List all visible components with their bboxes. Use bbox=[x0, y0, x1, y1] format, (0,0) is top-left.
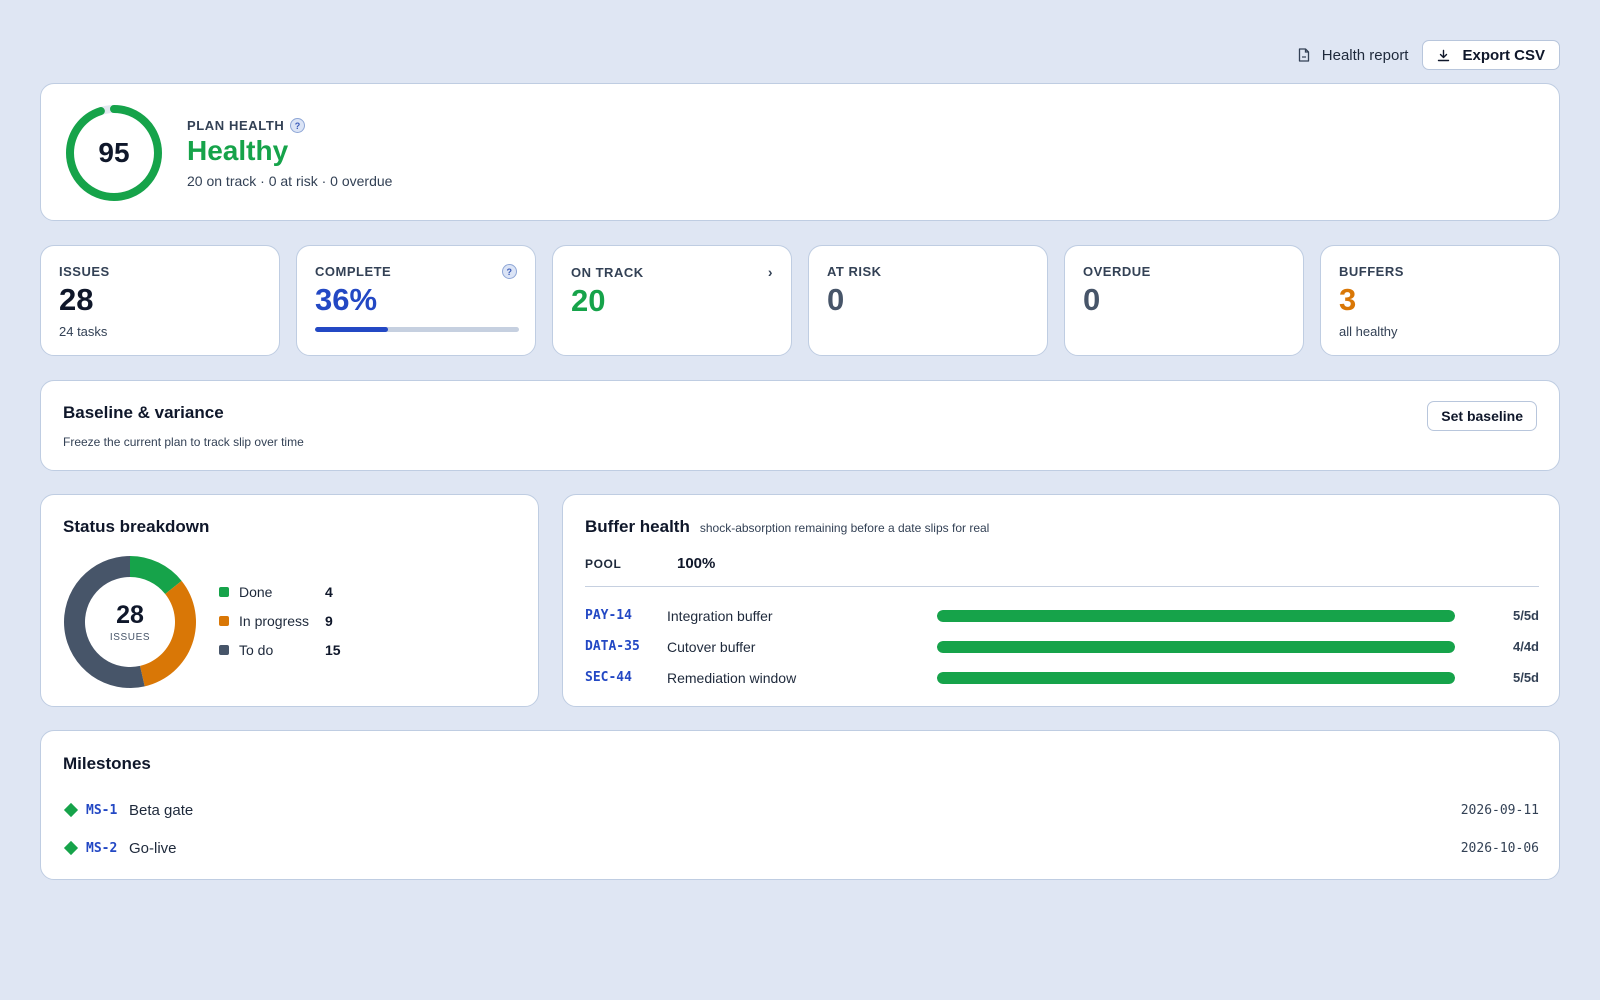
stat-sub: 24 tasks bbox=[59, 324, 108, 340]
document-icon bbox=[1298, 48, 1310, 62]
legend-swatch bbox=[219, 615, 229, 626]
legend-label: To do bbox=[239, 641, 274, 658]
milestone-name: Beta gate bbox=[129, 801, 194, 819]
stat-label: AT RISK bbox=[827, 264, 882, 279]
buffer-name: Remediation window bbox=[667, 669, 797, 686]
baseline-card: Baseline & variance Freeze the current p… bbox=[40, 380, 1560, 471]
stat-value: 0 bbox=[1083, 282, 1101, 317]
chevron-right-icon: › bbox=[767, 264, 773, 280]
stat-card-buffers: BUFFERS 3 all healthy bbox=[1320, 245, 1560, 356]
legend-label: In progress bbox=[239, 612, 310, 629]
buffer-value: 5/5d bbox=[1512, 608, 1539, 623]
pool-label: POOL bbox=[585, 557, 622, 571]
donut-slice-to-do bbox=[64, 556, 145, 688]
buffer-bar-fill bbox=[937, 609, 1455, 622]
toolbar: Health report Export CSV bbox=[1298, 40, 1560, 70]
download-icon bbox=[1437, 49, 1450, 62]
buffer-bar bbox=[937, 609, 1455, 622]
stat-label: ON TRACK bbox=[571, 264, 644, 280]
legend-count: 9 bbox=[325, 612, 333, 629]
stat-sub: all healthy bbox=[1339, 324, 1398, 340]
milestone-key[interactable]: MS-1 bbox=[86, 802, 118, 818]
status-donut-chart bbox=[64, 556, 196, 688]
baseline-title: Baseline & variance bbox=[63, 403, 224, 422]
buffer-row: SEC-44 Remediation window 5/5d bbox=[585, 662, 1539, 693]
milestone-row: MS-1 Beta gate 2026-09-11 bbox=[63, 791, 1539, 829]
legend-item-in-progress: In progress 9 bbox=[219, 606, 341, 635]
buffer-issue-key[interactable]: PAY-14 bbox=[585, 608, 632, 623]
complete-progress-bar bbox=[315, 327, 519, 333]
pool-value: 100% bbox=[677, 555, 716, 572]
milestone-key[interactable]: MS-2 bbox=[86, 840, 118, 856]
stat-value: 0 bbox=[827, 282, 845, 317]
donut-total-label: ISSUES bbox=[109, 632, 151, 643]
milestone-diamond-icon bbox=[63, 802, 79, 818]
legend-swatch bbox=[219, 644, 229, 655]
legend-item-done: Done 4 bbox=[219, 577, 341, 606]
stat-card-at-risk: AT RISK 0 bbox=[808, 245, 1048, 356]
stat-label: COMPLETE bbox=[315, 264, 392, 279]
health-report-label: Health report bbox=[1321, 46, 1409, 64]
buffer-health-title: Buffer health bbox=[585, 517, 690, 536]
stat-card-complete: COMPLETE ? 36% bbox=[296, 245, 536, 356]
stat-label: OVERDUE bbox=[1083, 264, 1151, 279]
stat-card-on-track[interactable]: ON TRACK › 20 bbox=[552, 245, 792, 356]
status-breakdown-title: Status breakdown bbox=[63, 517, 210, 536]
buffer-issue-key[interactable]: SEC-44 bbox=[585, 670, 632, 685]
stat-label: ISSUES bbox=[59, 264, 110, 279]
buffer-name: Cutover buffer bbox=[667, 638, 756, 655]
buffer-name: Integration buffer bbox=[667, 607, 773, 624]
baseline-description: Freeze the current plan to track slip ov… bbox=[63, 435, 304, 449]
legend-count: 4 bbox=[325, 583, 333, 600]
buffer-issue-key[interactable]: DATA-35 bbox=[585, 639, 640, 654]
milestone-date: 2026-10-06 bbox=[1460, 840, 1539, 856]
buffer-value: 4/4d bbox=[1512, 639, 1539, 654]
stat-value: 36% bbox=[315, 282, 378, 317]
stat-value: 20 bbox=[571, 283, 606, 318]
buffer-bar-fill bbox=[937, 671, 1455, 684]
stat-value: 28 bbox=[59, 282, 94, 317]
help-icon[interactable]: ? bbox=[502, 264, 517, 279]
health-summary: 20 on track · 0 at risk · 0 overdue bbox=[187, 173, 393, 189]
donut-slice-done bbox=[130, 556, 182, 594]
buffer-row: DATA-35 Cutover buffer 4/4d bbox=[585, 631, 1539, 662]
buffer-health-subtitle: shock-absorption remaining before a date… bbox=[699, 521, 990, 535]
buffer-health-card: Buffer health shock-absorption remaining… bbox=[562, 494, 1560, 707]
buffer-pool: POOL 100% bbox=[585, 555, 1539, 587]
plan-health-card: 95 PLAN HEALTH ? Healthy 20 on track · 0… bbox=[40, 83, 1560, 221]
stat-label: BUFFERS bbox=[1339, 264, 1404, 279]
status-breakdown-card: Status breakdown 28 ISSUES Done 4 In pro… bbox=[40, 494, 539, 707]
milestones-title: Milestones bbox=[63, 754, 151, 773]
stat-card-overdue: OVERDUE 0 bbox=[1064, 245, 1304, 356]
health-status: Healthy bbox=[187, 135, 289, 166]
buffer-value: 5/5d bbox=[1512, 670, 1539, 685]
legend-item-to-do: To do 15 bbox=[219, 635, 341, 664]
legend-swatch bbox=[219, 586, 229, 597]
plan-health-label: PLAN HEALTH bbox=[187, 118, 285, 133]
set-baseline-button[interactable]: Set baseline bbox=[1427, 401, 1537, 431]
donut-slice-in-progress bbox=[140, 580, 196, 687]
milestone-name: Go-live bbox=[129, 839, 177, 857]
stat-card-issues: ISSUES 28 24 tasks bbox=[40, 245, 280, 356]
health-score-gauge bbox=[66, 105, 162, 201]
donut-total: 28 bbox=[116, 601, 144, 629]
milestone-diamond-icon bbox=[63, 840, 79, 856]
legend-count: 15 bbox=[325, 641, 341, 658]
health-report-button[interactable]: Health report bbox=[1298, 41, 1409, 70]
milestone-date: 2026-09-11 bbox=[1460, 802, 1539, 818]
legend-label: Done bbox=[239, 583, 273, 600]
help-icon[interactable]: ? bbox=[290, 118, 306, 133]
progress-fill bbox=[315, 327, 389, 333]
status-legend: Done 4 In progress 9 To do 15 bbox=[219, 577, 341, 664]
buffer-bar bbox=[937, 671, 1455, 684]
buffer-bar-fill bbox=[937, 640, 1455, 653]
milestones-card: Milestones MS-1 Beta gate 2026-09-11 MS-… bbox=[40, 730, 1560, 880]
export-csv-button[interactable]: Export CSV bbox=[1422, 40, 1560, 70]
milestone-row: MS-2 Go-live 2026-10-06 bbox=[63, 829, 1539, 867]
stat-value: 3 bbox=[1339, 282, 1357, 317]
buffer-bar bbox=[937, 640, 1455, 653]
export-csv-label: Export CSV bbox=[1462, 46, 1545, 64]
buffer-row: PAY-14 Integration buffer 5/5d bbox=[585, 600, 1539, 631]
health-score: 95 bbox=[98, 137, 130, 168]
